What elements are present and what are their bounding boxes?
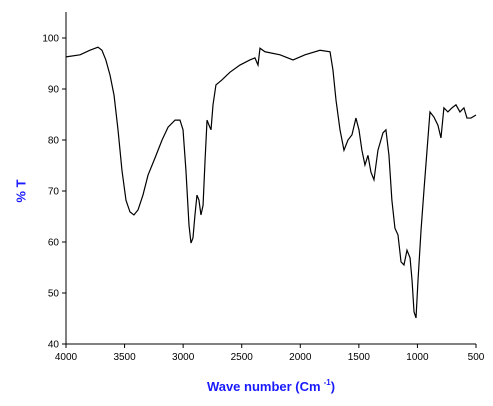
x-tick-label: 1500 xyxy=(348,352,371,363)
x-tick-label: 2500 xyxy=(231,352,254,363)
x-axis-label: Wave number (Cm -1) xyxy=(207,378,335,394)
x-tick-label: 3000 xyxy=(172,352,195,363)
x-tick-label: 2000 xyxy=(289,352,312,363)
y-tick-label: 60 xyxy=(48,238,60,249)
y-tick-label: 70 xyxy=(48,187,60,198)
y-tick-label: 50 xyxy=(48,289,60,300)
y-tick-label: 90 xyxy=(48,85,60,96)
x-label-sup: -1 xyxy=(324,378,332,387)
x-label-end: ) xyxy=(331,379,335,394)
y-axis-label: % T xyxy=(13,179,28,202)
x-label-text: Wave number (Cm xyxy=(207,379,321,394)
y-tick-label: 40 xyxy=(48,340,60,351)
y-tick-label: 100 xyxy=(42,34,59,45)
x-tick-label: 4000 xyxy=(55,352,78,363)
x-tick-label: 500 xyxy=(468,352,485,363)
spectrum-line xyxy=(65,46,477,319)
y-tick-label: 80 xyxy=(48,136,60,147)
x-tick-label: 3500 xyxy=(113,352,136,363)
x-tick-label: 1000 xyxy=(406,352,429,363)
